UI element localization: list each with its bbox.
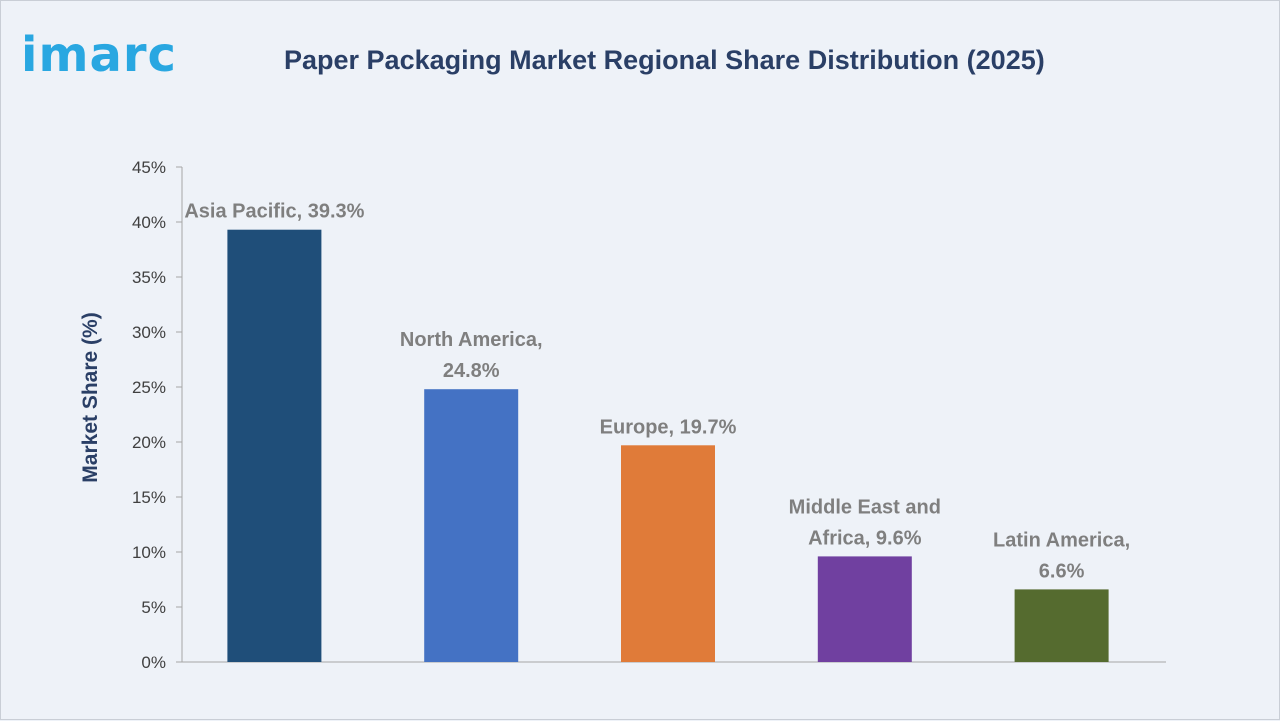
- bar: [227, 229, 322, 662]
- y-tick-label: 10%: [132, 543, 166, 562]
- y-tick-label: 5%: [141, 598, 166, 617]
- y-axis-label: Market Share (%): [79, 312, 102, 482]
- y-tick-label: 40%: [132, 213, 166, 232]
- data-label: North America,: [400, 329, 543, 351]
- data-label: Middle East and: [789, 496, 941, 518]
- y-tick-label: 0%: [141, 653, 166, 672]
- y-tick-label: 20%: [132, 433, 166, 452]
- y-tick-label: 15%: [132, 488, 166, 507]
- bar: [817, 556, 912, 662]
- y-tick-label: 30%: [132, 323, 166, 342]
- imarc-logo: imarc: [21, 27, 177, 83]
- data-label: Asia Pacific, 39.3%: [184, 201, 364, 223]
- bar: [621, 445, 715, 662]
- y-tick-label: 25%: [132, 378, 166, 397]
- data-label: Europe, 19.7%: [600, 416, 737, 438]
- bar: [1014, 589, 1109, 662]
- data-label: 6.6%: [1039, 560, 1085, 582]
- y-tick-label: 35%: [132, 268, 166, 287]
- data-label: 24.8%: [443, 360, 500, 382]
- bar: [424, 389, 519, 662]
- y-tick-label: 45%: [132, 158, 166, 177]
- chart-title: Paper Packaging Market Regional Share Di…: [284, 45, 1045, 75]
- data-label: Latin America,: [993, 529, 1130, 551]
- data-label: Africa, 9.6%: [808, 527, 922, 549]
